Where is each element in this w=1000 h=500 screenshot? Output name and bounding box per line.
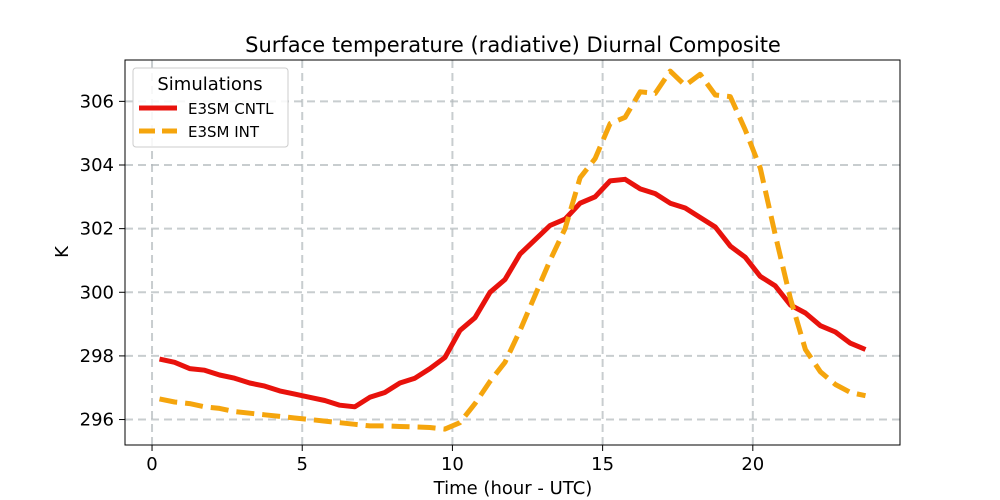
x-tick-label: 15	[591, 454, 614, 475]
y-axis-label: K	[52, 245, 73, 258]
axis-ticks: 0 5 10 15 20 296 298 300 302 304 306	[80, 91, 765, 475]
x-axis-label: Time (hour - UTC)	[433, 478, 593, 499]
legend-box	[132, 67, 289, 148]
series-line-e3sm-cntl	[158, 176, 867, 410]
y-tick-label: 298	[80, 346, 114, 367]
y-tick-label: 304	[80, 155, 114, 176]
plot-frame	[124, 59, 901, 446]
y-tick-label: 302	[80, 219, 114, 240]
x-tick-label: 10	[441, 454, 464, 475]
chart-title: Surface temperature (radiative) Diurnal …	[245, 33, 781, 57]
y-tick-label: 306	[80, 91, 114, 112]
legend: Simulations E3SM CNTL E3SM INT	[132, 67, 289, 148]
y-tick-label: 296	[80, 410, 114, 431]
series-line-e3sm-int	[158, 68, 867, 432]
y-tick-label: 300	[80, 282, 114, 303]
series-lines	[158, 68, 867, 432]
legend-label-e3sm-int: E3SM INT	[188, 123, 260, 141]
x-tick-label: 20	[741, 454, 764, 475]
x-tick-label: 5	[297, 454, 308, 475]
legend-label-e3sm-cntl: E3SM CNTL	[188, 100, 274, 118]
legend-title: Simulations	[157, 74, 262, 95]
x-tick-label: 0	[146, 454, 157, 475]
